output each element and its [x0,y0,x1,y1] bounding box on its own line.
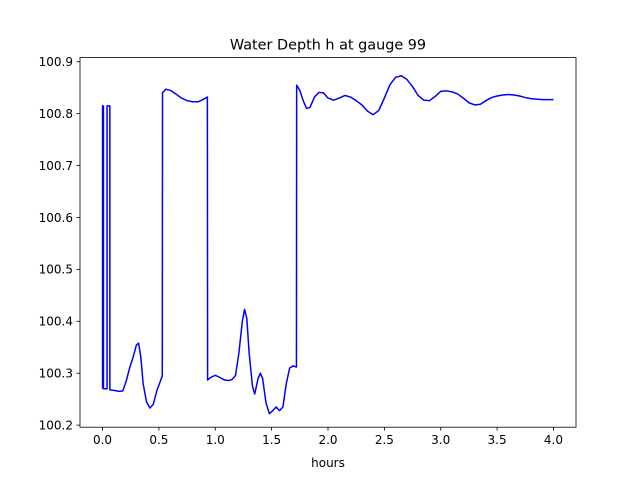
y-tick-label: 100.7 [39,159,73,173]
plot-background [80,57,576,428]
x-tick-label: 2.5 [375,433,394,447]
y-tick-label: 100.6 [39,211,73,225]
y-tick-label: 100.2 [39,418,73,432]
x-tick-label: 3.5 [488,433,507,447]
x-tick-label: 1.0 [206,433,225,447]
y-tick-label: 100.5 [39,263,73,277]
y-tick-label: 100.4 [39,315,73,329]
x-tick-label: 3.0 [431,433,450,447]
y-tick-label: 100.8 [39,107,73,121]
x-tick-label: 2.0 [318,433,337,447]
x-tick-label: 0.0 [93,433,112,447]
plot-frame [79,57,577,428]
chart-title: Water Depth h at gauge 99 [230,38,426,54]
x-tick-label: 0.5 [149,433,168,447]
x-axis: 0.0 0.5 1.0 1.5 2.0 2.5 3.0 3.5 4.0 [93,427,563,447]
x-axis-label: hours [311,456,345,470]
series-line-0 [101,75,554,415]
x-tick-label: 1.5 [262,433,281,447]
series-layer [101,75,554,415]
x-tick-label: 4.0 [544,433,563,447]
y-axis: 100.2 100.3 100.4 100.5 100.6 100.7 100.8 100.9 [39,55,80,432]
y-tick-label: 100.3 [39,367,73,381]
y-tick-label: 100.9 [39,55,73,69]
